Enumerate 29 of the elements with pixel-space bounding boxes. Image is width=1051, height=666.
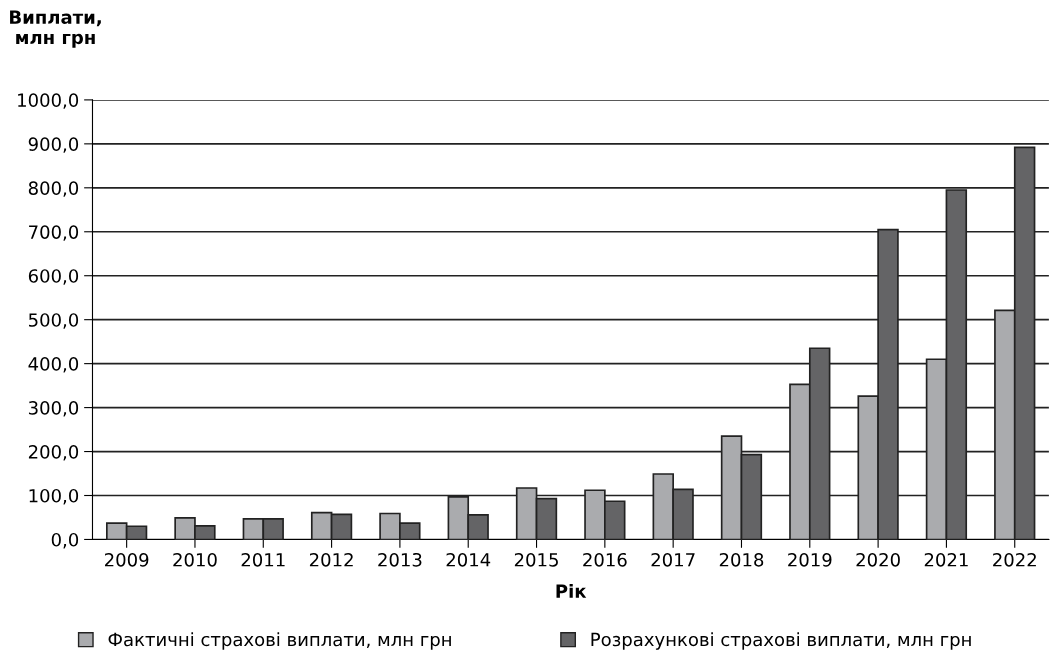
y-tick-label: 600,0 — [28, 269, 79, 285]
legend-label: Розрахункові страхові виплати, млн грн — [591, 632, 971, 650]
x-tick-label: 2012 — [309, 552, 353, 567]
x-tick-label: 2013 — [378, 552, 422, 567]
x-tick-label: 2015 — [514, 552, 558, 567]
y-tick-label: 0,0 — [51, 532, 79, 549]
x-tick-label: 2018 — [719, 552, 764, 567]
x-tick-label: 2010 — [173, 552, 217, 567]
x-tick-label: 2017 — [651, 552, 695, 567]
x-tick-label: 2014 — [446, 552, 491, 567]
y-tick-label: 300,0 — [28, 401, 79, 417]
y-tick-label: 800,0 — [28, 181, 79, 197]
x-tick-label: 2021 — [924, 552, 968, 567]
legend-label: Фактичні страхові виплати, млн грн — [108, 632, 451, 650]
y-tick-label: 500,0 — [29, 313, 79, 329]
y-tick-label: 900,0 — [28, 137, 79, 153]
x-tick-label: 2019 — [788, 552, 832, 567]
y-tick-label: 200,0 — [28, 445, 79, 461]
x-axis-title: Рік — [556, 584, 587, 598]
x-tick-label: 2011 — [241, 552, 285, 567]
x-tick-label: 2009 — [104, 552, 149, 567]
y-axis-title: Виплати, млн грн — [10, 10, 101, 48]
y-tick-label: 100,0 — [29, 488, 79, 505]
x-tick-label: 2022 — [993, 552, 1036, 567]
y-tick-label: 1000,0 — [18, 93, 79, 109]
x-tick-label: 2020 — [856, 552, 900, 567]
y-tick-label: 400,0 — [28, 357, 79, 373]
y-tick-label: 700,0 — [29, 225, 79, 241]
x-tick-label: 2016 — [583, 552, 627, 567]
